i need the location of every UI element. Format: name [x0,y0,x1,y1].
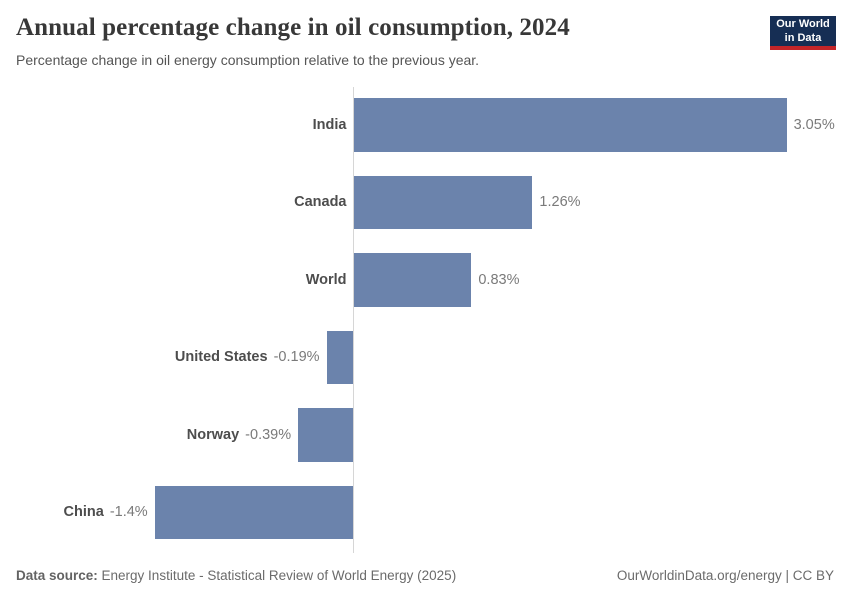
data-source-text: Energy Institute - Statistical Review of… [97,568,457,583]
bar-united-states [326,330,354,384]
entity-label: United States [174,349,268,366]
chart-footer: Data source: Energy Institute - Statisti… [16,568,834,583]
bar-norway [298,408,354,462]
value-label: -0.19% [273,349,320,366]
entity-label: Canada [294,194,347,211]
value-label: 3.05% [793,116,835,133]
owid-logo: Our World in Data [770,16,836,50]
entity-label: Norway [186,426,240,443]
y-axis-line [353,87,354,553]
data-source-label: Data source: [16,568,98,583]
entity-label: China [63,504,104,521]
owid-logo-line2: in Data [784,32,822,44]
data-source-note: Data source: Energy Institute - Statisti… [16,568,456,583]
entity-label: World [305,271,347,288]
bar-row-canada: Canada 1.26% [0,175,850,229]
bar-row-united-states: United States -0.19% [0,330,850,384]
license-credit: OurWorldinData.org/energy | CC BY [616,568,834,583]
bar-china [154,485,354,539]
page-title: Annual percentage change in oil consumpt… [16,14,570,41]
bar-row-india: India 3.05% [0,98,850,152]
bar-india [353,98,787,152]
bar-row-world: World 0.83% [0,253,850,307]
bar-canada [353,175,533,229]
value-label: -0.39% [245,426,292,443]
value-label: -1.4% [109,504,148,521]
value-label: 1.26% [539,194,581,211]
entity-label: India [312,116,347,133]
owid-logo-line1: Our World [776,17,830,30]
bar-world [353,253,472,307]
bar-row-china: China -1.4% [0,485,850,539]
value-label: 0.83% [478,271,520,288]
chart-subtitle: Percentage change in oil energy consumpt… [16,52,480,68]
bar-row-norway: Norway -0.39% [0,408,850,462]
